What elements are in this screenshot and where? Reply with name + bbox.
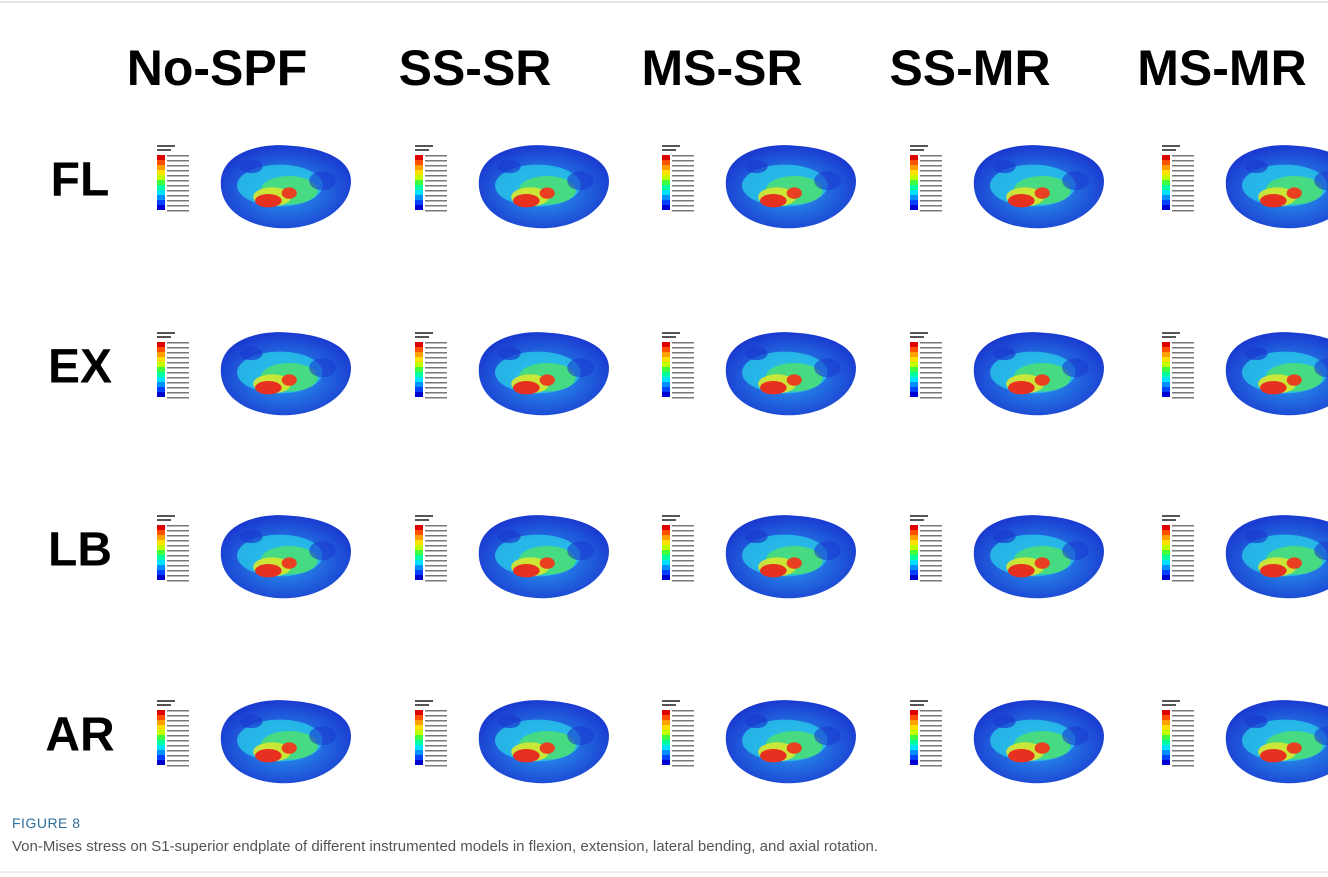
endplate-stress-map [1226,145,1328,228]
stress-legend [415,700,447,767]
row-label: LB [48,524,112,577]
endplate-stress-map [1226,700,1328,783]
endplate-stress-map [479,515,609,598]
endplate-stress-map [726,332,856,415]
stress-legend [1162,145,1194,212]
endplate-stress-map [726,145,856,228]
endplate-stress-map [479,332,609,415]
endplate-stress-map [221,515,351,598]
stress-legend [662,515,694,582]
stress-legend [1162,515,1194,582]
stress-legend [662,332,694,399]
stress-legend [415,332,447,399]
figure-label: FIGURE 8 [12,815,81,831]
endplate-stress-map [479,700,609,783]
column-header: SS-MR [889,40,1050,96]
endplate-stress-map [479,145,609,228]
column-header: SS-SR [399,40,552,96]
stress-legend [910,332,942,399]
row-label: AR [45,709,114,762]
stress-legend [662,700,694,767]
column-header: MS-MR [1137,40,1306,96]
stress-legend [662,145,694,212]
column-header: No-SPF [127,40,308,96]
row-label: EX [48,341,112,394]
endplate-stress-map [1226,332,1328,415]
stress-legend [157,700,189,767]
stress-legend [910,700,942,767]
endplate-stress-map [221,700,351,783]
row-label: FL [51,154,110,207]
stress-legend [1162,700,1194,767]
endplate-stress-map [221,332,351,415]
endplate-stress-map [1226,515,1328,598]
stress-legend [157,515,189,582]
endplate-stress-map [221,145,351,228]
stress-legend [157,145,189,212]
endplate-stress-map [726,515,856,598]
stress-legend [910,515,942,582]
endplate-stress-map [974,515,1104,598]
endplate-stress-map [974,145,1104,228]
column-header: MS-SR [641,40,802,96]
stress-legend [1162,332,1194,399]
stress-legend [415,145,447,212]
endplate-stress-map [974,700,1104,783]
stress-legend [415,515,447,582]
figure-caption: Von-Mises stress on S1-superior endplate… [12,838,878,855]
stress-legend [910,145,942,212]
figure: FIGURE 8 Von-Mises stress on S1-superior… [0,0,1328,877]
endplate-stress-map [974,332,1104,415]
stress-legend [157,332,189,399]
endplate-stress-map [726,700,856,783]
